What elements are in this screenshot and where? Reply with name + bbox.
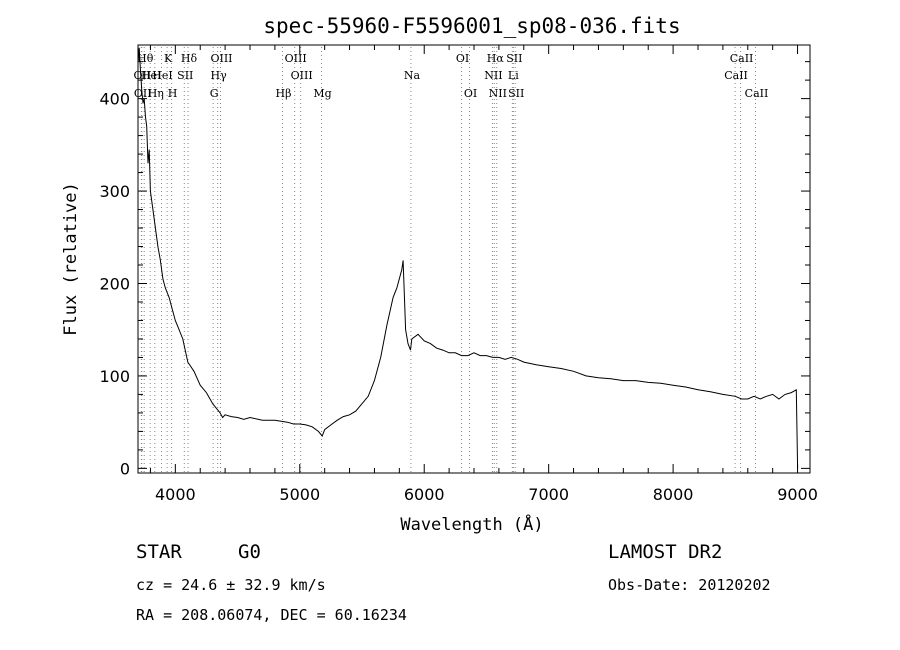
marker-label-21: Hα: [487, 52, 505, 65]
spectrum-line: [137, 47, 799, 469]
x-axis-label: Wavelength (Å): [400, 513, 543, 535]
marker-label-24: SII: [506, 52, 522, 65]
marker-label-16: Mg: [313, 87, 331, 100]
marker-label-18: OI: [456, 52, 469, 65]
marker-label-26: CaII: [724, 69, 748, 82]
y-tick-label-300: 300: [99, 182, 130, 201]
marker-label-15: OIII: [291, 69, 313, 82]
chart-title: spec-55960-F5596001_sp08-036.fits: [263, 14, 680, 38]
y-tick-label-0: 0: [120, 459, 130, 478]
line-markers: [140, 47, 756, 473]
y-tick-label-400: 400: [99, 90, 130, 109]
coords-label: RA = 208.06074, DEC = 60.16234: [136, 606, 407, 624]
marker-label-8: SII: [177, 69, 193, 82]
marker-label-3: HeI: [141, 69, 161, 82]
marker-label-27: CaII: [730, 52, 754, 65]
marker-label-6: K: [164, 52, 173, 65]
y-tick-label-200: 200: [99, 274, 130, 293]
y-axis: 0 100 200 300 400: [99, 61, 810, 478]
x-tick-label-8000: 8000: [653, 485, 694, 504]
marker-label-23: Li: [508, 69, 519, 82]
plot-frame: [137, 44, 811, 474]
marker-label-7: H: [168, 87, 178, 100]
marker-label-12: OIII: [210, 52, 232, 65]
marker-label-19: OI: [464, 87, 477, 100]
marker-labels: OIIOIIHθHeIHηHeIKHSIIHδGHγOIIIHβOIIIOIII…: [134, 52, 769, 100]
survey-label: LAMOST DR2: [608, 541, 723, 563]
marker-label-25: SII: [508, 87, 524, 100]
marker-label-20: NII: [484, 69, 502, 82]
marker-label-9: Hδ: [181, 52, 198, 65]
marker-label-11: Hγ: [211, 69, 228, 82]
marker-label-10: G: [210, 87, 219, 100]
marker-label-17: Na: [404, 69, 421, 82]
y-axis-label: Flux (relative): [61, 182, 81, 336]
marker-label-5: HeI: [152, 69, 172, 82]
x-tick-label-9000: 9000: [777, 485, 818, 504]
marker-label-22: NII: [489, 87, 507, 100]
marker-label-14: OIII: [285, 52, 307, 65]
cz-label: cz = 24.6 ± 32.9 km/s: [136, 576, 326, 594]
marker-label-28: CaII: [745, 87, 769, 100]
x-tick-label-6000: 6000: [404, 485, 445, 504]
obs-date-label: Obs-Date: 20120202: [608, 576, 771, 594]
class-label: STAR: [136, 541, 182, 563]
subclass-label: G0: [238, 541, 261, 563]
y-tick-label-100: 100: [99, 367, 130, 386]
x-tick-label-7000: 7000: [528, 485, 569, 504]
marker-label-4: Hη: [148, 87, 164, 100]
x-axis: 4000 5000 6000 7000 8000 9000: [149, 45, 818, 504]
x-tick-label-5000: 5000: [279, 485, 320, 504]
marker-label-13: Hβ: [276, 87, 292, 100]
x-tick-label-4000: 4000: [155, 485, 196, 504]
